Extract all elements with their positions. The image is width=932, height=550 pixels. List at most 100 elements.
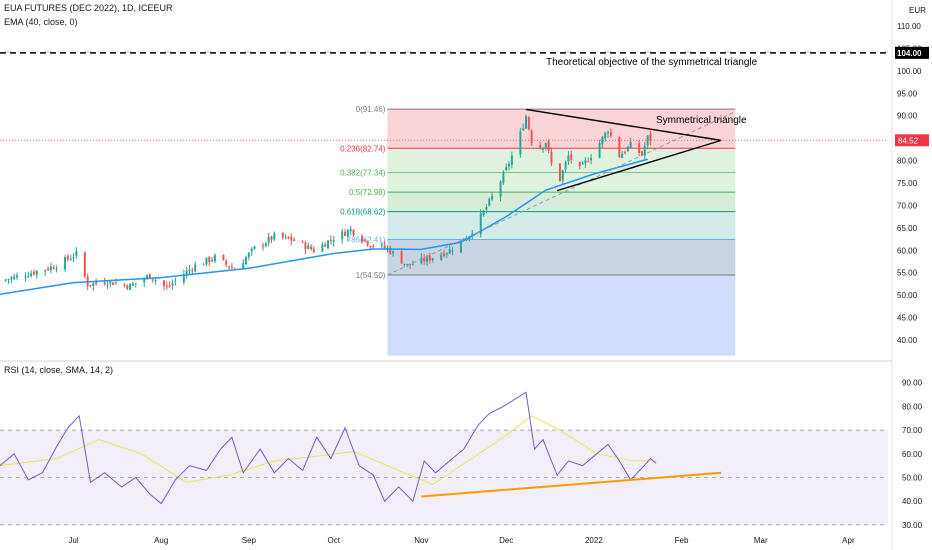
candle [621, 153, 624, 158]
candle [324, 244, 327, 247]
candle [304, 242, 307, 250]
candle [64, 257, 67, 270]
candle [52, 267, 55, 269]
fib-zone [387, 239, 736, 275]
candle [451, 250, 454, 252]
candle [321, 244, 324, 252]
triangle-lower-line [556, 139, 722, 192]
candle [505, 167, 508, 171]
candle [426, 256, 429, 262]
objective-value: 104.00 [897, 49, 922, 58]
candle [539, 144, 542, 149]
candle [530, 130, 533, 144]
currency-label: EUR [909, 6, 926, 15]
candle [590, 157, 593, 161]
price-tick-label: 50.00 [897, 291, 918, 300]
candle [213, 255, 216, 262]
candle [92, 282, 95, 286]
last-price-badge [895, 134, 929, 147]
candle [10, 277, 13, 280]
triangle-upper-line [525, 108, 722, 142]
time-tick-label: Dec [499, 536, 513, 545]
candle [310, 246, 313, 250]
candle [89, 284, 92, 286]
candle [389, 247, 392, 254]
candle [584, 160, 587, 164]
candle [165, 285, 168, 287]
candle [349, 228, 352, 232]
candle [329, 239, 332, 241]
candle [131, 283, 134, 286]
rsi-tick-label: 80.00 [902, 402, 923, 411]
candle [372, 246, 375, 248]
candle [245, 257, 248, 265]
candle [380, 244, 383, 246]
candle [75, 250, 78, 256]
candle [341, 231, 344, 240]
objective-annotation: Theoretical objective of the symmetrical… [546, 57, 758, 68]
candle [581, 162, 584, 165]
candle [346, 230, 349, 237]
time-tick-label: Jul [68, 536, 78, 545]
candle [547, 141, 550, 151]
candle [485, 207, 488, 210]
candle [403, 263, 406, 265]
candle [406, 263, 409, 265]
candle [510, 155, 513, 165]
price-tick-label: 75.00 [897, 179, 918, 188]
candle [103, 282, 106, 285]
price-tick-label: 95.00 [897, 89, 918, 98]
rsi-tick-label: 50.00 [902, 474, 923, 483]
candle [168, 285, 171, 287]
candle [106, 284, 109, 286]
candle [578, 161, 581, 167]
candle [519, 131, 522, 155]
candle [626, 146, 629, 152]
candle [293, 239, 296, 241]
price-tick-label: 55.00 [897, 269, 918, 278]
candle [69, 258, 72, 261]
candle [55, 268, 58, 270]
candle [618, 137, 621, 158]
price-tick-label: 100.00 [897, 67, 922, 76]
candle [83, 252, 86, 277]
candle [273, 233, 276, 240]
fib-level-label: 0.236(82.74) [340, 144, 386, 153]
time-tick-label: 2022 [585, 536, 603, 545]
rsi-tick-label: 40.00 [902, 497, 923, 506]
triangle-annotation: Symmetrical triangle [656, 115, 747, 126]
candle [4, 279, 7, 281]
fib-zone [387, 211, 736, 240]
candle [228, 266, 231, 268]
candle [262, 245, 264, 247]
candle [479, 213, 482, 235]
rsi-tick-label: 30.00 [902, 521, 923, 530]
candle [49, 266, 52, 271]
candle [307, 245, 310, 249]
candle [624, 152, 626, 154]
candle [482, 210, 485, 216]
candle [431, 258, 434, 261]
fib-level-label: 0.382(77.34) [340, 169, 386, 178]
candle [163, 280, 166, 286]
candle [230, 267, 233, 269]
candle [146, 275, 149, 279]
time-tick-label: Feb [675, 536, 689, 545]
candle [250, 248, 253, 252]
candle [27, 276, 30, 278]
candle [281, 232, 284, 238]
candle [423, 258, 426, 262]
candle [629, 141, 632, 149]
price-tick-label: 40.00 [897, 336, 918, 345]
candle [13, 276, 16, 279]
candle [171, 283, 174, 286]
candle [459, 240, 462, 253]
candle [225, 260, 228, 265]
candle [392, 251, 395, 254]
price-tick-label: 60.00 [897, 246, 918, 255]
candle [267, 236, 270, 243]
candle [383, 245, 386, 249]
candle [247, 252, 250, 258]
ema-indicator-label: EMA (40, close, 0) [4, 17, 78, 27]
